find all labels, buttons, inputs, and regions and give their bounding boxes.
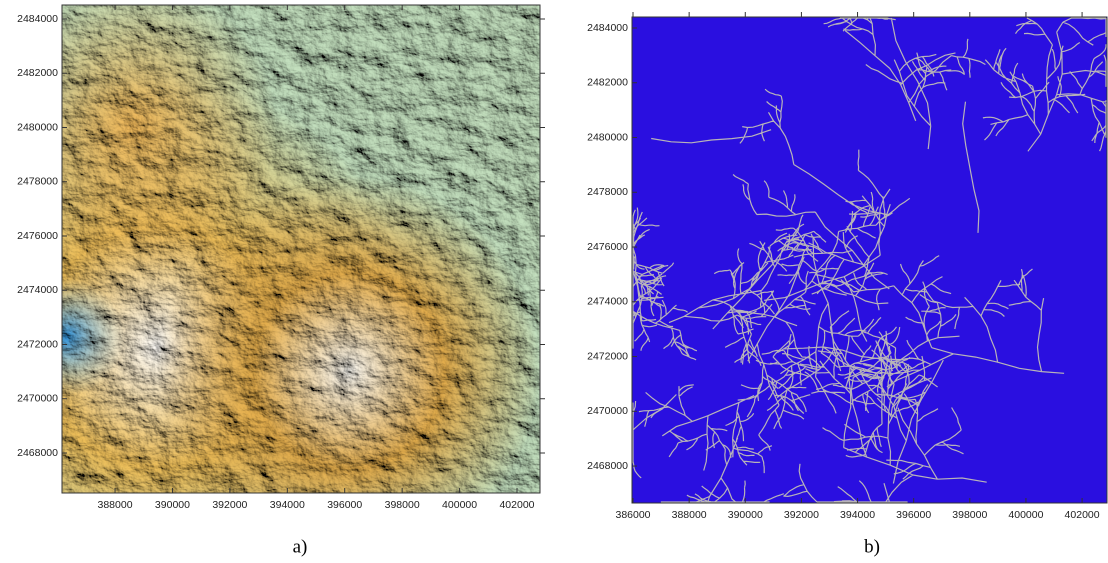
y-tick-label: 2478000 (17, 176, 58, 188)
x-tick-label: 402000 (499, 499, 534, 511)
y-tick-label: 2476000 (17, 230, 58, 242)
y-tick-label: 2472000 (17, 338, 58, 350)
x-tick-label: 390000 (155, 499, 190, 511)
x-tick-label: 398000 (385, 499, 420, 511)
panel-a: 388000 390000 392000 394000 396000 398000 4000… (17, 5, 545, 557)
x-tick-label: 398000 (952, 509, 987, 521)
x-tick-label: 392000 (212, 499, 247, 511)
y-tick-label: 2468000 (587, 460, 628, 472)
x-tick-label: 386000 (615, 509, 650, 521)
figure: 388000 390000 392000 394000 396000 398000 4000… (0, 0, 1108, 563)
terrain-image (62, 5, 540, 493)
x-tick-label: 388000 (672, 509, 707, 521)
y-tick-label: 2480000 (17, 121, 58, 133)
drainage-background (632, 17, 1107, 503)
caption: a) (293, 536, 308, 557)
y-tick-label: 2484000 (17, 13, 58, 25)
x-tick-label: 400000 (1008, 509, 1043, 521)
y-tick-label: 2478000 (587, 186, 628, 198)
x-tick-label: 388000 (98, 499, 133, 511)
y-tick-label: 2482000 (587, 77, 628, 89)
x-tick-label: 396000 (327, 499, 362, 511)
y-tick-label: 2480000 (587, 131, 628, 143)
y-tick-label: 2472000 (587, 350, 628, 362)
x-tick-label: 390000 (728, 509, 763, 521)
y-tick-label: 2476000 (587, 241, 628, 253)
y-tick-label: 2474000 (17, 284, 58, 296)
x-tick-label: 400000 (442, 499, 477, 511)
y-tick-label: 2484000 (587, 22, 628, 34)
x-tick-label: 394000 (270, 499, 305, 511)
y-tick-label: 2474000 (587, 296, 628, 308)
y-tick-label: 2482000 (17, 67, 58, 79)
caption: b) (864, 536, 880, 557)
x-tick-label: 392000 (784, 509, 819, 521)
panel-b: 386000 388000 390000 392000 394000 396000 3980… (587, 12, 1107, 557)
y-tick-label: 2468000 (17, 447, 58, 459)
x-tick-label: 394000 (840, 509, 875, 521)
x-tick-label: 402000 (1065, 509, 1100, 521)
y-tick-label: 2470000 (587, 405, 628, 417)
y-tick-label: 2470000 (17, 393, 58, 405)
x-tick-label: 396000 (896, 509, 931, 521)
